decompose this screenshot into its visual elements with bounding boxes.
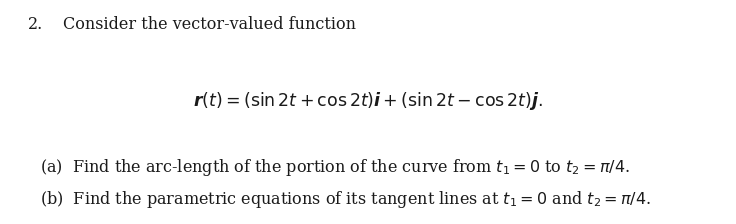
Text: $\boldsymbol{r}(t) = (\sin 2t + \cos 2t)\boldsymbol{i} + (\sin 2t - \cos 2t)\bol: $\boldsymbol{r}(t) = (\sin 2t + \cos 2t)… (193, 90, 543, 112)
Text: Consider the vector-valued function: Consider the vector-valued function (63, 16, 355, 33)
Text: (c)  If $\theta$ is the angle formed by the two tangent lines above, find $\cos\: (c) If $\theta$ is the angle formed by t… (40, 222, 608, 224)
Text: 2.: 2. (28, 16, 43, 33)
Text: (b)  Find the parametric equations of its tangent lines at $t_1 = 0$ and $t_2 = : (b) Find the parametric equations of its… (40, 189, 651, 210)
Text: (a)  Find the arc-length of the portion of the curve from $t_1 = 0$ to $t_2 = \p: (a) Find the arc-length of the portion o… (40, 157, 631, 178)
